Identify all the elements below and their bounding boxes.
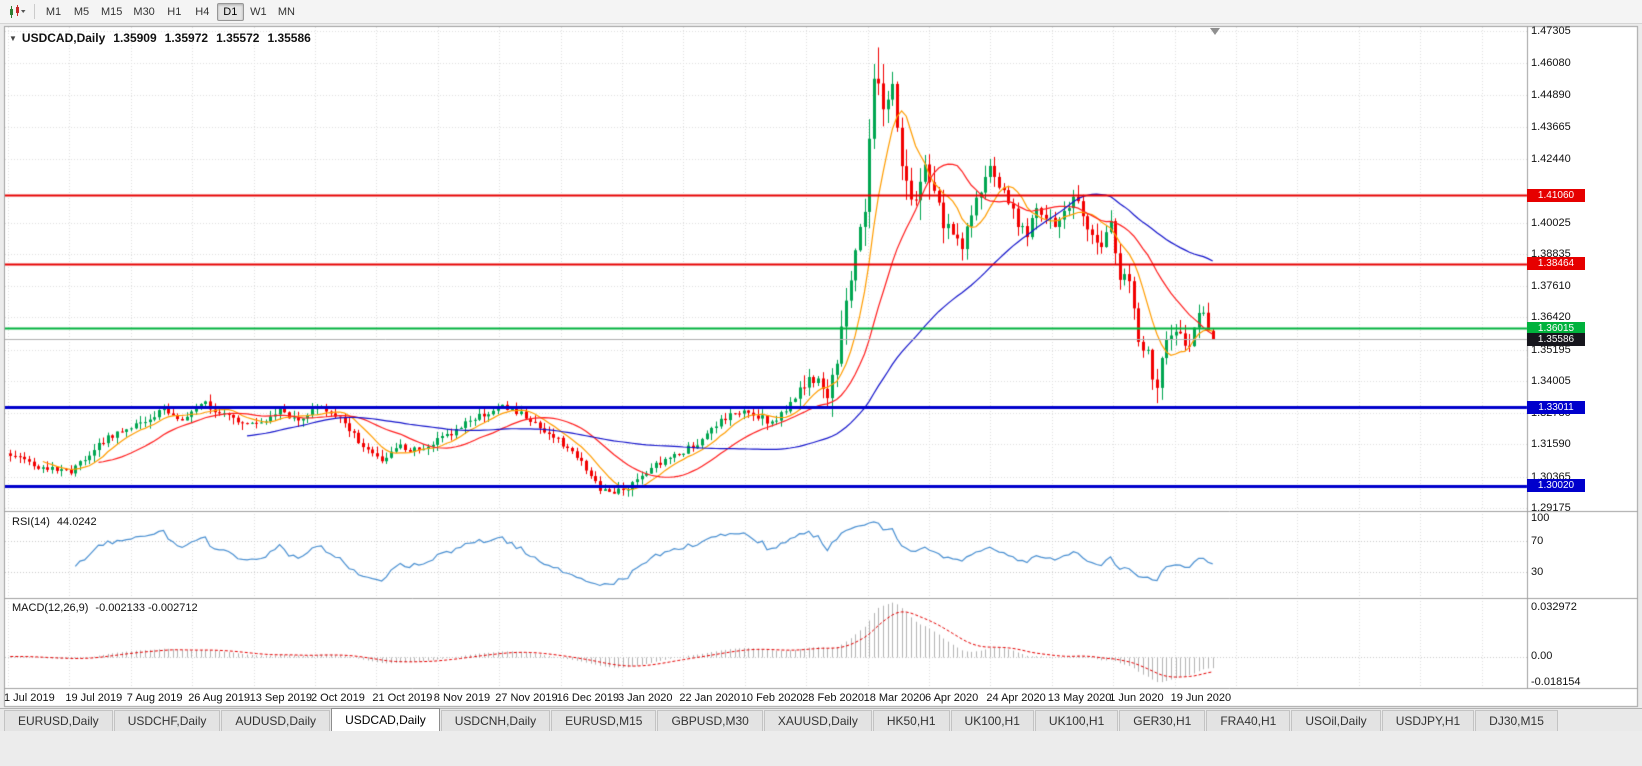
- chart-tab-usdjpy-h1[interactable]: USDJPY,H1: [1381, 710, 1475, 731]
- time-axis-label: 6 Apr 2020: [925, 692, 979, 704]
- current-price-badge: 1.35586: [1527, 332, 1585, 346]
- time-axis-label: 8 Nov 2019: [433, 692, 491, 704]
- price-level-badge[interactable]: 1.30020: [1527, 479, 1585, 493]
- macd-label: MACD(12,26,9) -0.002133 -0.002712: [12, 602, 198, 614]
- timeframe-button-m30[interactable]: M30: [133, 5, 155, 18]
- chart-shift-marker[interactable]: [1210, 28, 1220, 35]
- time-axis-label: 2 Oct 2019: [311, 692, 365, 704]
- chart-tab-dj30-m15[interactable]: DJ30,M15: [1475, 710, 1558, 731]
- timeframe-toolbar: M1 M5 M15 M30 H1 H4 D1 W1 MN: [0, 0, 1642, 24]
- price-axis-label: 1.47305: [1531, 25, 1571, 37]
- macd-axis-label: 0.032972: [1531, 601, 1577, 613]
- price-level-badge[interactable]: 1.36015: [1527, 321, 1585, 335]
- macd-values: -0.002133 -0.002712: [95, 602, 198, 614]
- rsi-axis-label: 70: [1531, 535, 1544, 548]
- time-axis-label: 19 Jun 2020: [1170, 692, 1232, 704]
- chart-tab-audusd-daily[interactable]: AUDUSD,Daily: [221, 710, 331, 731]
- time-axis-label: 10 Feb 2020: [740, 692, 803, 704]
- chart-tab-gbpusd-m30[interactable]: GBPUSD,M30: [657, 710, 763, 731]
- timeframe-button-mn[interactable]: MN: [277, 5, 295, 18]
- chart-window: ▼ USDCAD,Daily 1.35909 1.35972 1.35572 1…: [0, 24, 1642, 708]
- chart-tab-hk50-h1[interactable]: HK50,H1: [872, 710, 950, 731]
- timeframe-button-m1[interactable]: M1: [45, 5, 62, 18]
- rsi-label: RSI(14) 44.0242: [12, 516, 97, 528]
- chart-tab-eurusd-daily[interactable]: EURUSD,Daily: [4, 710, 113, 731]
- timeframe-button-w1[interactable]: W1: [250, 5, 267, 18]
- chart-tab-uk100-h1[interactable]: UK100,H1: [1034, 710, 1119, 731]
- chart-tab-ger30-h1[interactable]: GER30,H1: [1119, 710, 1206, 731]
- macd-name: MACD(12,26,9): [12, 602, 89, 614]
- time-axis-label: 22 Jan 2020: [679, 692, 740, 704]
- time-axis-label: 16 Dec 2019: [556, 692, 619, 704]
- chart-type-icon[interactable]: [5, 3, 29, 21]
- price-axis-label: 1.43665: [1531, 120, 1571, 133]
- time-axis-label: 7 Aug 2019: [126, 692, 183, 704]
- chart-tab-usoil-daily[interactable]: USOil,Daily: [1291, 710, 1381, 731]
- price-axis-label: 1.37610: [1531, 280, 1571, 293]
- timeframe-button-m15[interactable]: M15: [101, 5, 123, 18]
- time-axis-label: 3 Jan 2020: [618, 692, 673, 704]
- chart-tabs-bar: EURUSD,Daily USDCHF,Daily AUDUSD,Daily USDC…: [0, 708, 1642, 731]
- price-axis-label: 1.44890: [1531, 88, 1571, 101]
- price-axis-label: 1.34005: [1531, 374, 1571, 387]
- price-axis-label: 1.31590: [1531, 438, 1571, 451]
- timeframe-button-h1[interactable]: H1: [167, 5, 182, 18]
- toolbar-separator: [34, 4, 35, 19]
- rsi-name: RSI(14): [12, 516, 50, 528]
- chart-tab-eurusd-m15[interactable]: EURUSD,M15: [551, 710, 657, 731]
- time-axis-label: 21 Oct 2019: [372, 692, 433, 704]
- chart-high-value: 1.35972: [164, 31, 209, 45]
- chart-tab-usdchf-daily[interactable]: USDCHF,Daily: [113, 710, 221, 731]
- price-axis-label: 1.36420: [1531, 311, 1571, 324]
- time-axis-label: 13 May 2020: [1047, 692, 1112, 704]
- chart-close-value: 1.35586: [267, 31, 311, 45]
- chart-low-value: 1.35572: [216, 31, 260, 45]
- price-level-badge[interactable]: 1.41060: [1527, 188, 1585, 202]
- time-axis-label: 1 Jul 2019: [4, 692, 55, 704]
- timeframe-button-m5[interactable]: M5: [73, 5, 90, 18]
- rsi-axis-label: 100: [1531, 511, 1550, 524]
- chart-open-value: 1.35909: [113, 31, 157, 45]
- macd-axis-label: -0.018154: [1531, 676, 1581, 688]
- timeframe-button-d1[interactable]: D1: [216, 2, 244, 21]
- status-bar: [0, 731, 1642, 766]
- price-level-badge[interactable]: 1.33011: [1527, 400, 1585, 414]
- chart-tab-fra40-h1[interactable]: FRA40,H1: [1206, 710, 1291, 731]
- chart-tab-usdcnh-daily[interactable]: USDCNH,Daily: [440, 710, 551, 731]
- price-axis-label: 1.46080: [1531, 57, 1571, 70]
- chart-title: ▼ USDCAD,Daily 1.35909 1.35972 1.35572 1…: [9, 31, 319, 45]
- price-axis-label: 1.42440: [1531, 152, 1571, 165]
- macd-axis-label: 0.00: [1531, 650, 1553, 662]
- time-axis-label: 27 Nov 2019: [495, 692, 558, 704]
- chart-tab-usdcad-daily[interactable]: USDCAD,Daily: [331, 708, 440, 731]
- timeframe-button-h4[interactable]: H4: [195, 5, 210, 18]
- chart-tab-xauusd-daily[interactable]: XAUUSD,Daily: [763, 710, 872, 731]
- rsi-value: 44.0242: [56, 516, 97, 528]
- candlestick-glyph: [9, 4, 25, 18]
- chart-tab-uk100-h1[interactable]: UK100,H1: [950, 710, 1034, 731]
- timeframe-buttons: M1 M5 M15 M30 H1 H4 D1 W1 MN: [40, 2, 301, 21]
- time-axis-label: 28 Feb 2020: [802, 692, 864, 704]
- chart-dropdown-icon[interactable]: ▼: [9, 33, 17, 43]
- time-axis-label: 1 Jun 2020: [1109, 692, 1164, 704]
- time-axis-label: 19 Jul 2019: [65, 692, 123, 704]
- price-axis-label: 1.35195: [1531, 343, 1571, 356]
- price-axis-label: 1.38835: [1531, 247, 1571, 260]
- time-axis-label: 24 Apr 2020: [986, 692, 1046, 704]
- price-chart-canvas[interactable]: [0, 24, 1642, 708]
- time-axis-label: 18 Mar 2020: [863, 692, 926, 704]
- time-axis-label: 26 Aug 2019: [188, 692, 250, 704]
- price-level-badge[interactable]: 1.38464: [1527, 257, 1585, 271]
- chart-symbol: USDCAD,Daily: [21, 31, 106, 45]
- time-axis-label: 13 Sep 2019: [249, 692, 312, 704]
- price-axis-label: 1.29175: [1531, 502, 1571, 514]
- rsi-axis-label: 30: [1531, 566, 1544, 579]
- price-axis-label: 1.40025: [1531, 216, 1571, 229]
